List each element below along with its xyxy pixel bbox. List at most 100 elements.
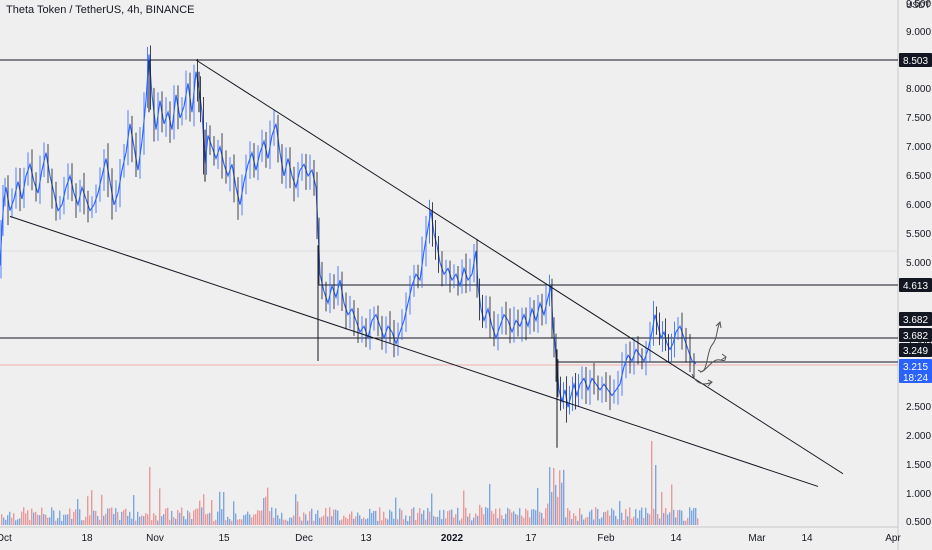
volume-bar [419, 508, 421, 525]
volume-bar [101, 494, 103, 525]
volume-bar [149, 467, 151, 525]
volume-bar [231, 520, 233, 525]
volume-bar [299, 516, 301, 525]
volume-bar [67, 514, 69, 525]
volume-bar [343, 515, 345, 525]
volume-bar [321, 516, 323, 525]
volume-bar [237, 519, 239, 525]
volume-bar [61, 520, 63, 525]
volume-bar [19, 518, 21, 525]
volume-bar [677, 510, 679, 525]
x-tick-label: Oct [0, 533, 12, 544]
volume-bar [73, 511, 75, 525]
volume-bar [347, 518, 349, 525]
volume-bar [199, 500, 201, 525]
volume-bar [311, 508, 313, 525]
volume-bar [219, 491, 221, 525]
volume-bar [105, 513, 107, 525]
volume-bar [363, 517, 365, 525]
volume-bar [13, 513, 15, 525]
volume-bar [221, 509, 223, 525]
x-tick-label: Dec [295, 533, 313, 544]
volume-bar [333, 509, 335, 525]
volume-bar [597, 509, 599, 525]
volume-bar [327, 516, 329, 525]
volume-bar [691, 510, 693, 525]
volume-bar [375, 510, 377, 525]
volume-bar [377, 520, 379, 525]
volume-bar [177, 509, 179, 525]
x-tick-label: Feb [597, 533, 615, 544]
volume-bar [247, 511, 249, 525]
volume-bar [167, 507, 169, 525]
volume-bar [635, 509, 637, 525]
volume-bar [141, 515, 143, 525]
volume-bar [631, 518, 633, 525]
x-tick-label: Nov [146, 533, 164, 544]
volume-bar [477, 515, 479, 525]
countdown-label: 18:24 [903, 373, 928, 384]
volume-bar [397, 519, 399, 525]
volume-bar [121, 511, 123, 525]
volume-bar [51, 507, 53, 525]
trendline[interactable] [9, 215, 819, 487]
volume-bar [265, 496, 267, 525]
volume-bar [451, 509, 453, 525]
volume-bar [467, 516, 469, 525]
volume-bar [585, 517, 587, 525]
volume-bar [407, 520, 409, 525]
volume-bar [581, 514, 583, 525]
volume-bar [189, 512, 191, 525]
volume-bar [181, 507, 183, 525]
volume-bar [687, 517, 689, 525]
volume-bar [209, 512, 211, 525]
volume-bar [117, 512, 119, 525]
volume-bar [57, 517, 59, 525]
volume-bar [207, 513, 209, 525]
volume-bar [227, 516, 229, 525]
volume-bar [565, 517, 567, 525]
volume-bar [271, 507, 273, 525]
volume-bar [151, 520, 153, 525]
volume-bar [485, 507, 487, 525]
volume-bar [403, 519, 405, 525]
volume-bar [673, 509, 675, 525]
volume-bar [283, 519, 285, 525]
volume-bar [379, 507, 381, 525]
volume-bar [545, 508, 547, 525]
price-label-bg [899, 278, 932, 292]
volume-bar [539, 511, 541, 525]
volume-bar [577, 520, 579, 525]
volume-bar [125, 508, 127, 525]
volume-bar [399, 508, 401, 525]
volume-bar [513, 511, 515, 525]
volume-bar [315, 513, 317, 525]
volume-bar [645, 507, 647, 525]
volume-bar [31, 508, 33, 525]
volume-bar [361, 518, 363, 525]
price-label: 8.503 [899, 53, 932, 67]
volume-bar [393, 518, 395, 525]
volume-bar [215, 519, 217, 525]
volume-bar [301, 520, 303, 525]
volume-bar [461, 518, 463, 525]
volume-bar [487, 508, 489, 525]
volume-bar [623, 520, 625, 525]
volume-bar [291, 517, 293, 525]
volume-bar [49, 517, 51, 525]
volume-bar [641, 507, 643, 525]
volume-bar [605, 511, 607, 525]
trendline[interactable] [195, 59, 844, 475]
volume-bar [197, 508, 199, 525]
volume-bar [387, 519, 389, 525]
volume-bar [475, 513, 477, 525]
volume-bar [551, 492, 553, 525]
volume-bar [319, 517, 321, 525]
volume-bar [313, 520, 315, 525]
volume-bar [615, 515, 617, 525]
volume-bar [165, 508, 167, 525]
volume-bar [457, 507, 459, 525]
volume-bar [269, 511, 271, 525]
volume-bar [195, 508, 197, 525]
